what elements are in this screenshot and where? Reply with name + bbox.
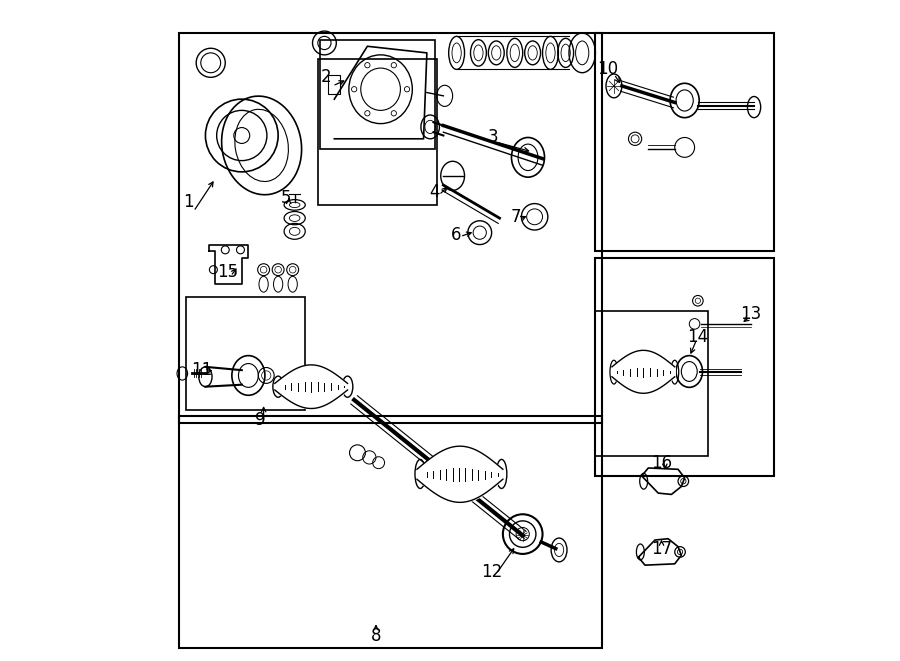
Text: 4: 4 (429, 182, 440, 201)
Bar (179, 33, 602, 423)
Bar (596, 33, 774, 251)
Bar (179, 416, 602, 648)
Bar (320, 40, 436, 149)
Text: 6: 6 (452, 225, 462, 244)
Text: 11: 11 (192, 361, 212, 379)
Text: 7: 7 (511, 208, 521, 226)
Bar (328, 75, 339, 94)
Text: 2: 2 (320, 68, 331, 87)
Bar (185, 297, 304, 410)
Text: 16: 16 (651, 453, 672, 472)
Text: 13: 13 (740, 305, 761, 323)
Text: 3: 3 (488, 128, 499, 147)
Text: 17: 17 (651, 539, 672, 558)
Bar (596, 258, 774, 476)
Bar (596, 311, 707, 456)
Bar (318, 59, 436, 205)
Text: 14: 14 (688, 328, 708, 346)
Text: 1: 1 (184, 192, 194, 211)
Text: 9: 9 (255, 410, 266, 429)
Text: 15: 15 (217, 263, 238, 282)
Text: 12: 12 (481, 563, 502, 581)
Text: 10: 10 (597, 60, 618, 79)
Text: 8: 8 (371, 627, 382, 645)
Text: 5: 5 (281, 189, 292, 208)
